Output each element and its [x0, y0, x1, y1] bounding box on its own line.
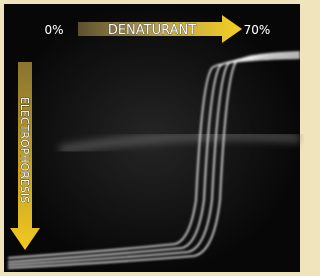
vertical-label: ELECTROPHORESIS [18, 97, 31, 203]
gel-figure: 0% DENATURANT 70% ELECTROPHORESIS [0, 0, 304, 276]
end-label: 70% [244, 23, 271, 37]
page: 0% DENATURANT 70% ELECTROPHORESIS (() =>… [0, 0, 304, 276]
start-label: 0% [44, 23, 63, 37]
axis-label: DENATURANT [108, 23, 196, 38]
